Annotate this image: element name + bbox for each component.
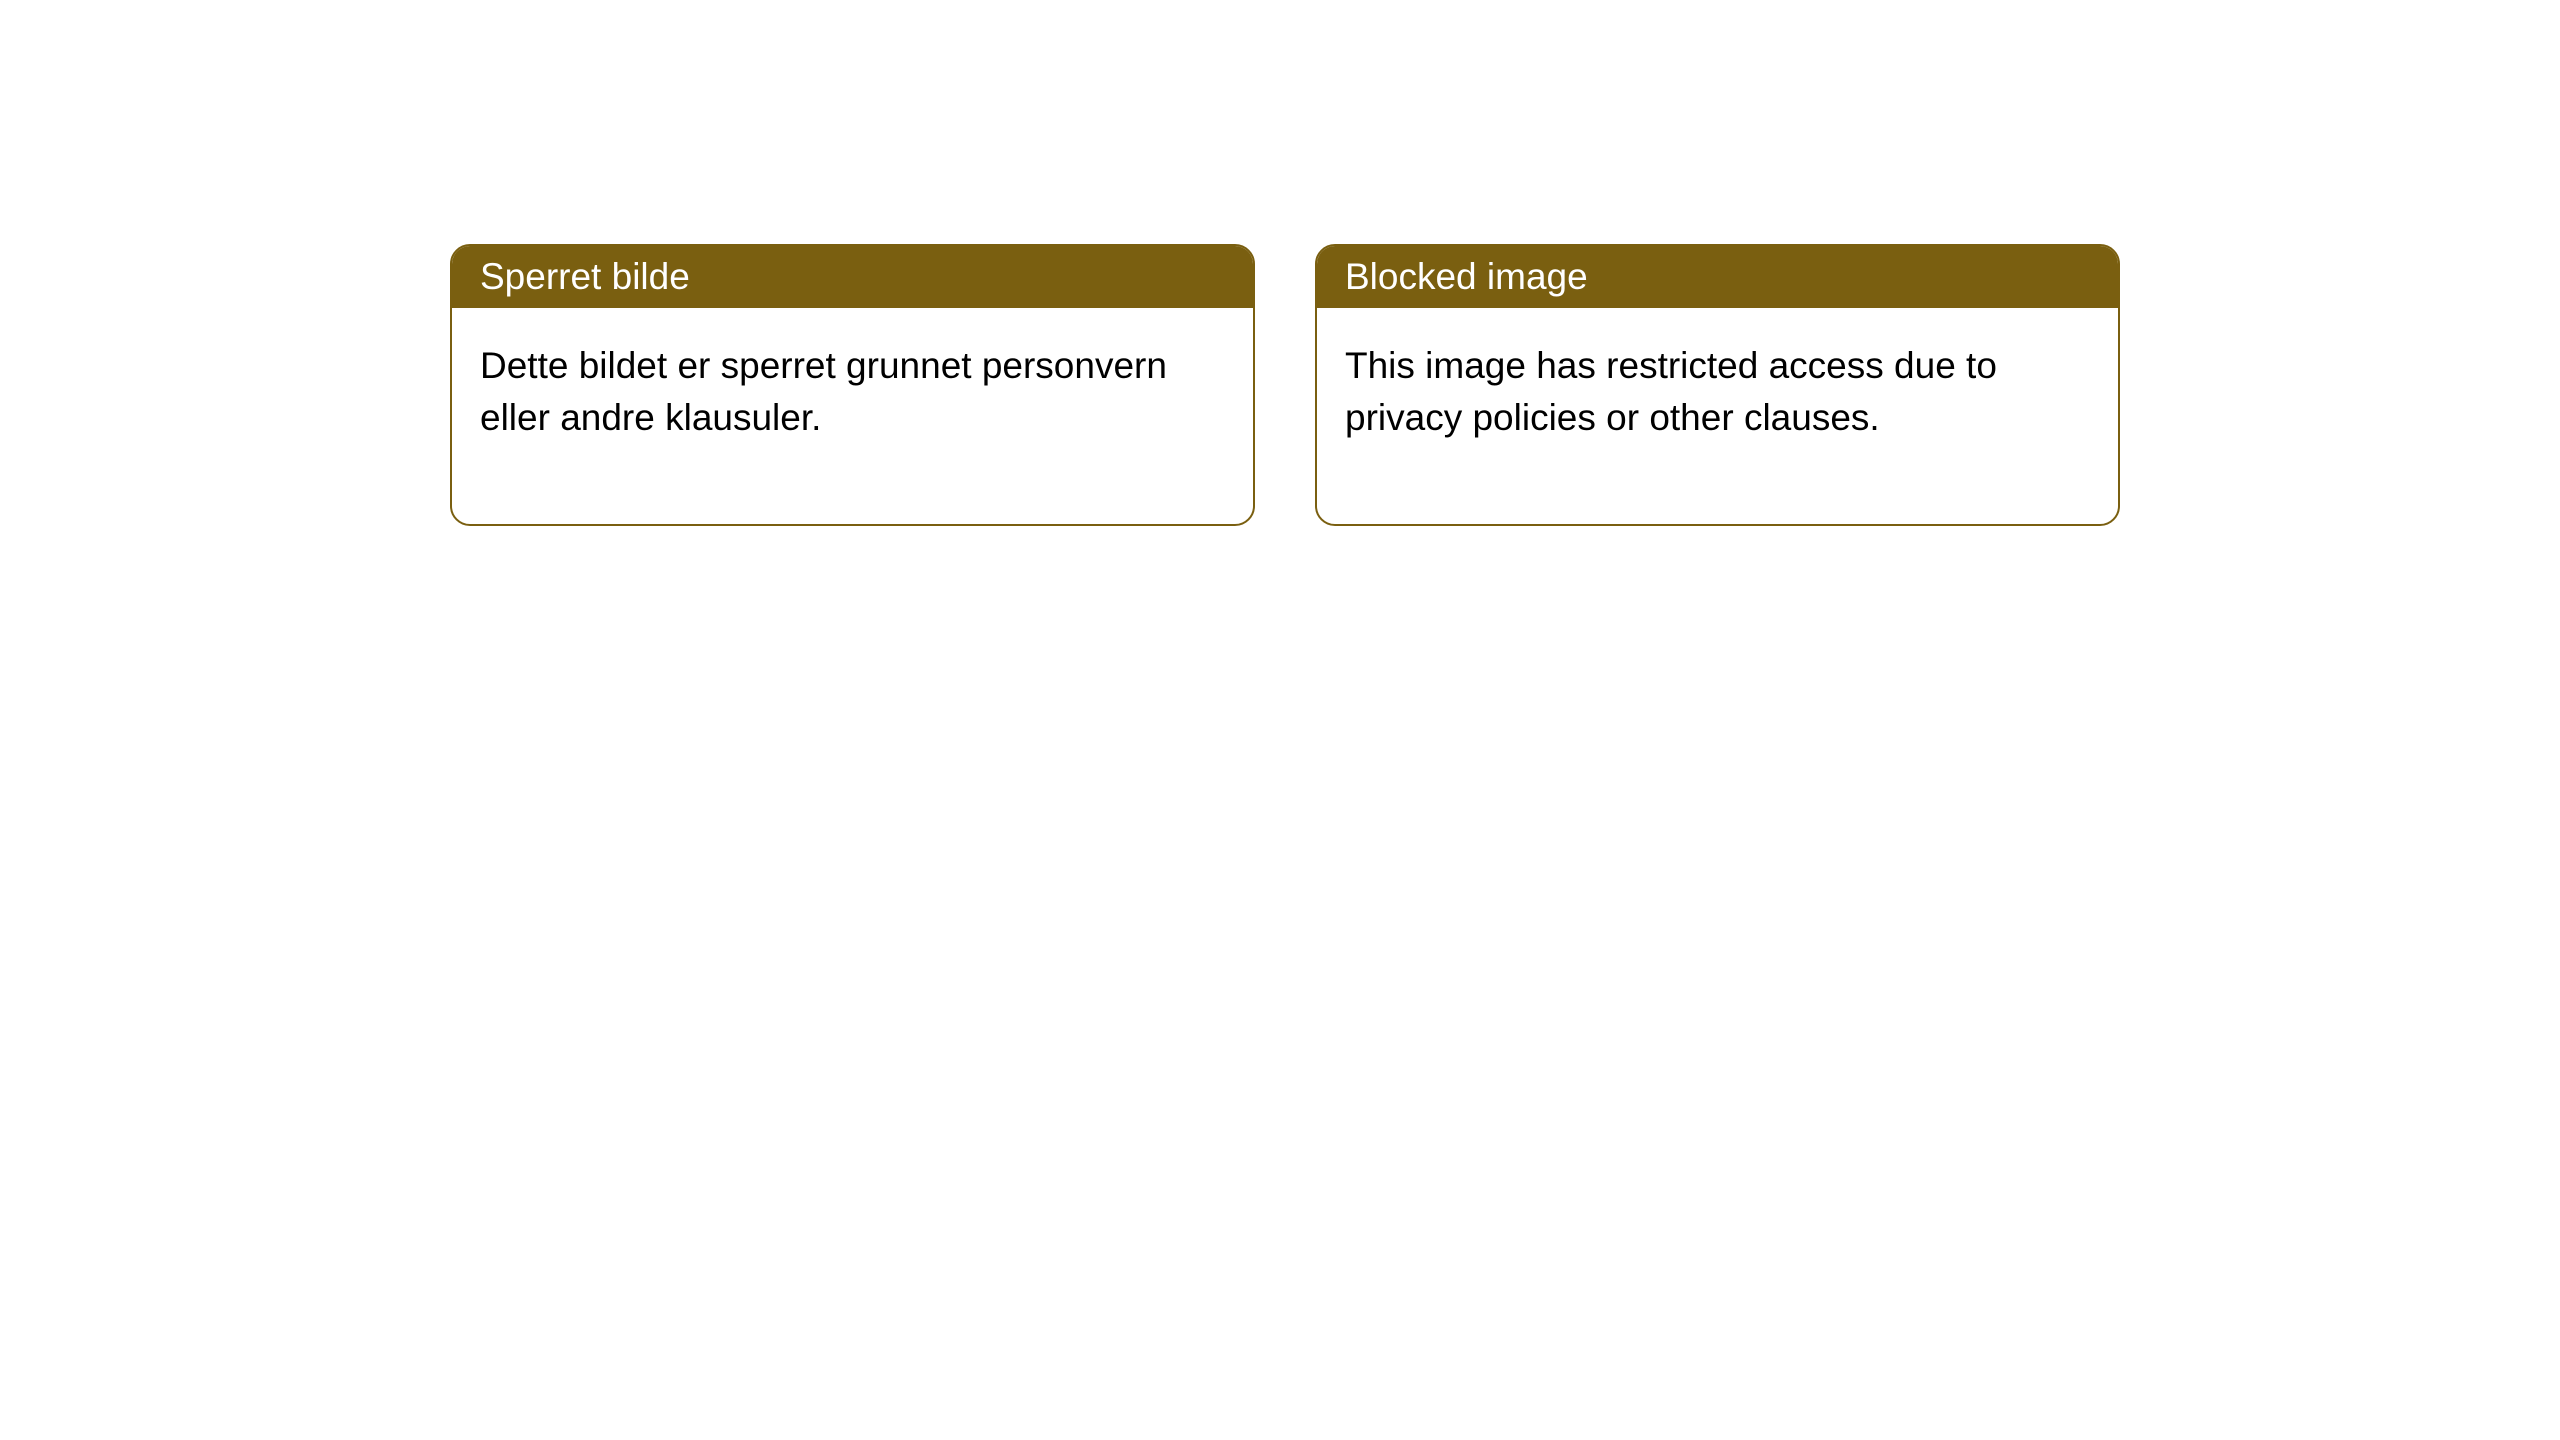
card-header-no: Sperret bilde bbox=[452, 246, 1253, 308]
card-message-no: Dette bildet er sperret grunnet personve… bbox=[480, 345, 1167, 438]
card-title-no: Sperret bilde bbox=[480, 256, 690, 297]
blocked-image-card-no: Sperret bilde Dette bildet er sperret gr… bbox=[450, 244, 1255, 526]
card-message-en: This image has restricted access due to … bbox=[1345, 345, 1997, 438]
card-title-en: Blocked image bbox=[1345, 256, 1588, 297]
notice-container: Sperret bilde Dette bildet er sperret gr… bbox=[0, 0, 2560, 526]
card-body-no: Dette bildet er sperret grunnet personve… bbox=[452, 308, 1253, 524]
card-body-en: This image has restricted access due to … bbox=[1317, 308, 2118, 524]
card-header-en: Blocked image bbox=[1317, 246, 2118, 308]
blocked-image-card-en: Blocked image This image has restricted … bbox=[1315, 244, 2120, 526]
